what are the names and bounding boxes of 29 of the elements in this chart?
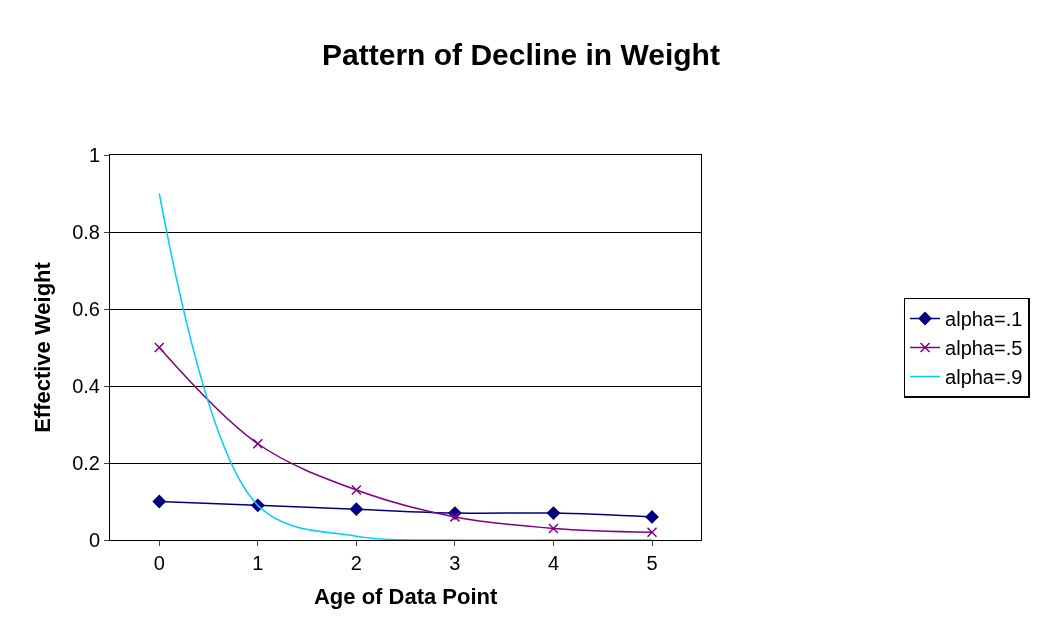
x-tick-label: 5: [646, 552, 658, 574]
x-tick-label: 4: [547, 552, 560, 574]
point: [645, 510, 659, 524]
point: [351, 484, 362, 496]
point: [252, 438, 264, 449]
y-tick-label: 0.2: [72, 452, 100, 474]
x-tick-label: 2: [350, 552, 362, 574]
chart-title: Pattern of Decline in Weight: [322, 38, 720, 72]
x-axis-title: Age of Data Point: [313, 583, 498, 609]
y-tick-label: 1: [88, 144, 100, 166]
point: [548, 523, 559, 534]
y-axis-title: Effective Weight: [29, 261, 55, 433]
point: [546, 506, 561, 520]
y-tick-label: 0.8: [72, 221, 100, 243]
x-tick-label: 1: [252, 552, 264, 574]
x-tick-label: 0: [153, 552, 165, 574]
point: [154, 342, 165, 353]
point: [349, 502, 363, 516]
point: [646, 527, 658, 538]
legend-label: alpha=.1: [945, 308, 1023, 331]
legend-label: alpha=.9: [945, 366, 1023, 389]
y-tick-label: 0.4: [72, 375, 100, 397]
y-tick-label: 0.6: [72, 298, 100, 320]
legend-label: alpha=.5: [945, 337, 1023, 360]
line-series: [158, 192, 653, 540]
x-tick-label: 3: [449, 552, 461, 574]
point: [152, 494, 166, 509]
point: [449, 511, 461, 523]
y-tick-label: 0: [88, 529, 100, 551]
